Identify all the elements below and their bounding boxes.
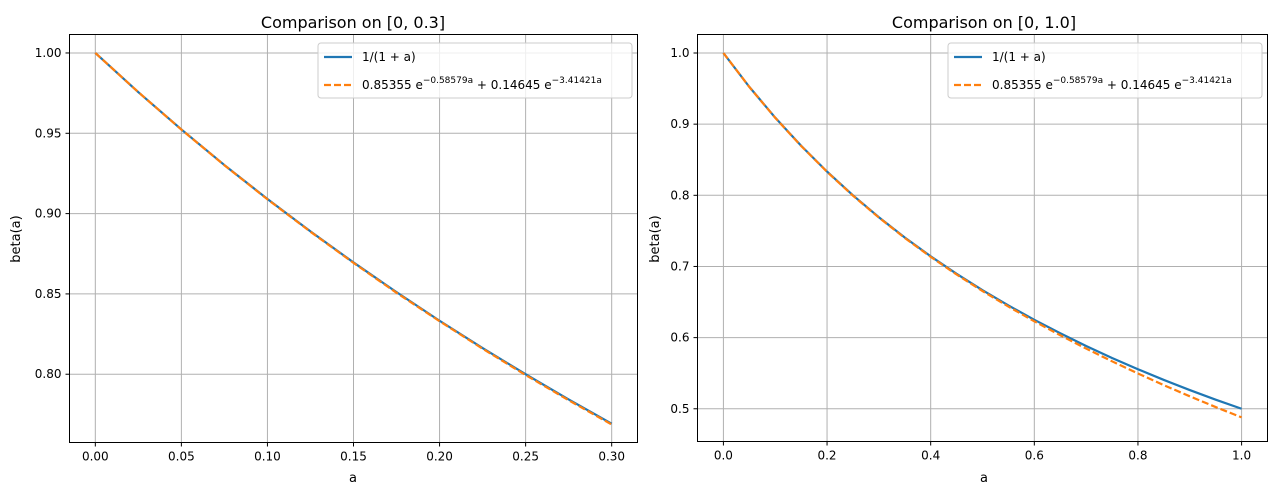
right-y-tick-label: 0.8 [670,188,689,202]
left-y-tick-label: 0.95 [35,126,62,140]
left-x-tick-label: 0.25 [512,450,539,464]
left-legend-label-blue: 1/(1 + a) [362,50,416,64]
left-legend-label-orange: 0.85355 e−0.58579a + 0.14645 e−3.41421a [362,76,602,92]
right-y-axis-label: beta(a) [648,215,663,262]
left-x-tick-label: 0.00 [82,450,109,464]
right-chart-title: Comparison on [0, 1.0] [892,13,1076,32]
left-x-tick-label: 0.10 [254,450,281,464]
right-axes-frame [697,34,1268,442]
left-y-tick-label: 0.90 [35,207,62,221]
left-y-tick-label: 0.85 [35,287,62,301]
left-lines [94,52,613,426]
left-x-tick-label: 0.20 [426,450,453,464]
right-y-tick-label: 0.9 [670,117,689,131]
right-y-tick-label: 0.6 [670,331,689,345]
right-y-tick-label: 1.0 [670,46,689,60]
right-x-tick-label: 0.6 [1025,449,1044,463]
right-legend: 1/(1 + a) 0.85355 e−0.58579a + 0.14645 e… [947,42,1263,99]
left-y-tick-label: 0.80 [35,367,62,381]
left-series-line-exponential-fit [94,52,613,426]
right-lines [722,52,1242,419]
right-x-tick-label: 0.0 [714,449,733,463]
left-x-tick-label: 0.30 [598,450,625,464]
right-legend-label-blue: 1/(1 + a) [992,50,1046,64]
right-x-axis-label: a [980,471,988,486]
left-y-axis-label: beta(a) [9,215,24,262]
right-legend-label-orange: 0.85355 e−0.58579a + 0.14645 e−3.41421a [992,76,1232,92]
left-legend: 1/(1 + a) 0.85355 e−0.58579a + 0.14645 e… [317,42,633,99]
left-y-tick-label: 1.00 [35,46,62,60]
right-y-tick-label: 0.7 [670,259,689,273]
left-axes-frame [69,34,638,443]
left-chart-title: Comparison on [0, 0.3] [261,13,445,32]
right-x-tick-label: 0.4 [921,449,940,463]
right-legend-box [947,42,1263,99]
right-x-tick-label: 0.8 [1128,449,1147,463]
left-x-axis-label: a [349,471,357,486]
right-y-tick-label: 0.5 [670,402,689,416]
right-series-line-exponential-fit [722,52,1242,419]
left-subplot: Comparison on [0, 0.3] 0.00 0.05 0.10 0.15 0… [9,13,638,486]
right-x-tick-label: 1.0 [1232,449,1251,463]
left-x-tick-label: 0.15 [340,450,367,464]
right-subplot: Comparison on [0, 1.0] 0.0 0.2 0.4 0.6 0.8 1.… [648,13,1268,486]
left-x-tick-label: 0.05 [168,450,195,464]
left-ticks: 0.00 0.05 0.10 0.15 0.20 0.25 0.30 0.80 0.85 0.90… [35,46,625,464]
right-grid [697,34,1268,442]
right-x-tick-label: 0.2 [817,449,836,463]
right-ticks: 0.0 0.2 0.4 0.6 0.8 1.0 0.5 0.6 0.7 0.8 0.9 1.0 [670,46,1251,463]
left-legend-box [317,42,633,99]
